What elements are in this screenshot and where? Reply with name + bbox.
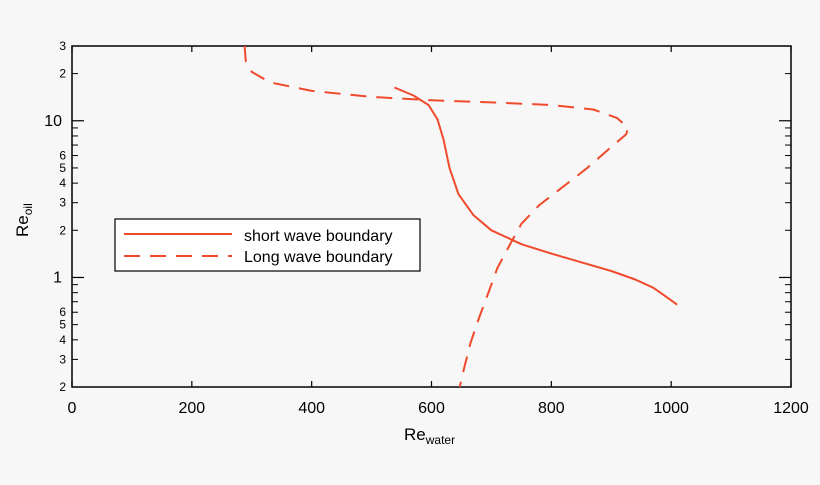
x-tick-label: 800 <box>538 400 565 417</box>
plot-frame <box>71 45 792 388</box>
y-major-tick-label: 10 <box>44 113 62 130</box>
y-minor-tick-label: 5 <box>59 318 66 332</box>
y-minor-tick-label: 2 <box>59 380 66 394</box>
series-layer <box>243 45 678 388</box>
y-minor-tick-label: 3 <box>59 39 66 53</box>
legend-label-long-wave: Long wave boundary <box>244 249 393 266</box>
y-minor-tick-label: 4 <box>59 176 66 190</box>
x-tick-label: 0 <box>68 400 77 417</box>
y-minor-tick-label: 2 <box>59 67 66 81</box>
legend-box <box>114 218 421 272</box>
x-tick-label: 1000 <box>653 400 689 417</box>
x-tick-label: 400 <box>298 400 325 417</box>
y-minor-tick-label: 3 <box>59 352 66 366</box>
series-line-short-wave-boundary <box>394 86 678 306</box>
y-major-tick-label: 1 <box>53 269 62 286</box>
x-axis-ticks: 0 200 400 600 800 1000 1200 <box>68 46 809 417</box>
y-minor-tick-label: 6 <box>59 305 66 319</box>
x-tick-label: 200 <box>178 400 205 417</box>
x-axis-label: Rewater <box>404 425 455 447</box>
series-line-long-wave-boundary <box>243 45 629 388</box>
legend: short wave boundary Long wave boundary <box>114 218 421 272</box>
y-axis-label: Reoil <box>13 203 35 237</box>
y-minor-tick-label: 6 <box>59 149 66 163</box>
x-tick-label: 600 <box>418 400 445 417</box>
x-tick-label: 1200 <box>773 400 809 417</box>
y-minor-tick-label: 4 <box>59 333 66 347</box>
y-minor-tick-label: 2 <box>59 223 66 237</box>
y-minor-tick-label: 5 <box>59 161 66 175</box>
legend-label-short-wave: short wave boundary <box>244 228 393 245</box>
y-minor-tick-label: 3 <box>59 196 66 210</box>
